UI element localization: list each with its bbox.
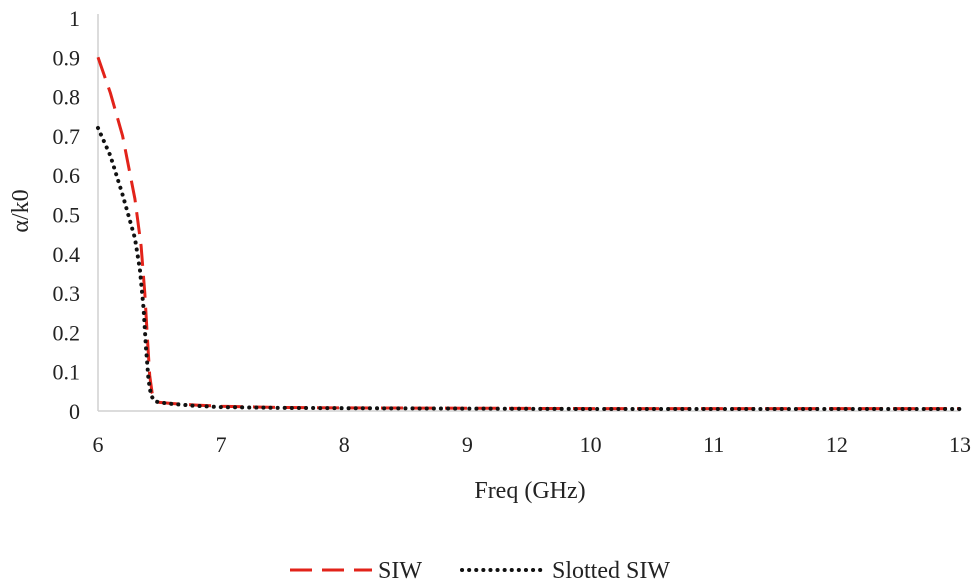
y-tick-labels: 0 0.1 0.2 0.3 0.4 0.5 0.6 0.7 0.8 0.9 1 bbox=[53, 6, 81, 424]
x-tick-label: 7 bbox=[216, 432, 227, 457]
x-tick-label: 8 bbox=[339, 432, 350, 457]
y-tick-label: 0.3 bbox=[53, 281, 81, 306]
y-tick-label: 0.6 bbox=[53, 163, 81, 188]
legend-label-siw: SIW bbox=[378, 558, 422, 584]
y-tick-label: 0.8 bbox=[53, 85, 81, 110]
y-tick-label: 0.9 bbox=[53, 45, 81, 70]
y-tick-label: 0.4 bbox=[53, 242, 81, 267]
legend-label-slotted-siw: Slotted SIW bbox=[552, 558, 670, 584]
x-tick-labels: 6 7 8 9 10 11 12 13 bbox=[93, 432, 972, 457]
y-tick-label: 0 bbox=[69, 399, 80, 424]
y-tick-label: 0.5 bbox=[53, 203, 81, 228]
y-tick-label: 0.1 bbox=[53, 360, 81, 385]
legend: SIW Slotted SIW bbox=[290, 558, 670, 584]
axes bbox=[97, 14, 960, 412]
x-tick-label: 9 bbox=[462, 432, 473, 457]
x-axis-title: Freq (GHz) bbox=[474, 478, 585, 504]
x-tick-label: 10 bbox=[580, 432, 602, 457]
y-tick-label: 0.2 bbox=[53, 320, 81, 345]
y-tick-label: 0.7 bbox=[53, 124, 81, 149]
x-tick-label: 12 bbox=[826, 432, 848, 457]
x-tick-label: 6 bbox=[93, 432, 104, 457]
y-tick-label: 1 bbox=[69, 6, 80, 31]
x-tick-label: 13 bbox=[949, 432, 971, 457]
series-line-siw bbox=[96, 56, 960, 411]
y-axis-title: α/k0 bbox=[8, 189, 34, 232]
x-tick-label: 11 bbox=[703, 432, 724, 457]
series-layer bbox=[96, 56, 962, 411]
series-line-slotted-siw bbox=[96, 126, 962, 411]
